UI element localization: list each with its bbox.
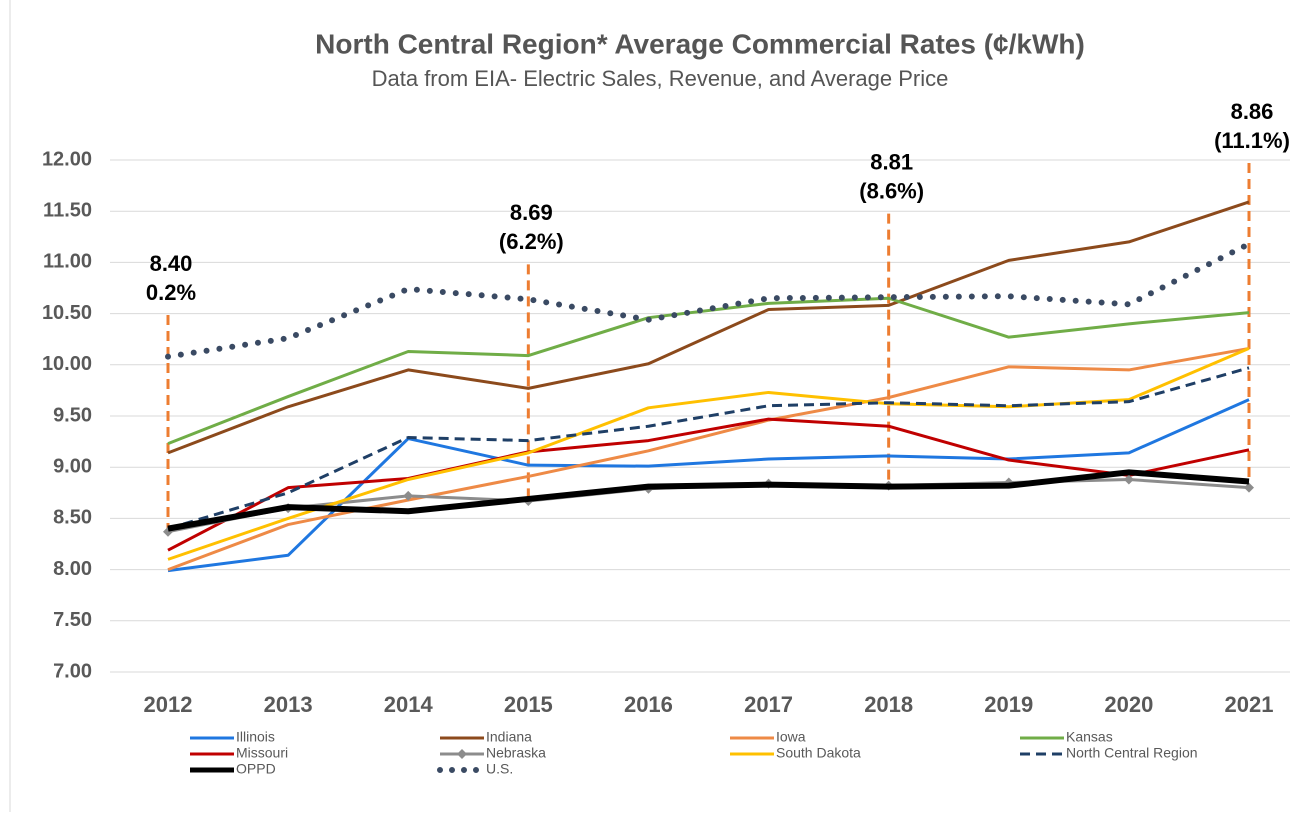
y-tick-label: 9.50 <box>53 404 92 426</box>
y-tick-label: 8.50 <box>53 507 92 529</box>
legend-label: OPPD <box>236 761 276 777</box>
legend-label: U.S. <box>486 761 513 777</box>
annotation-text: (11.1%) <box>1214 128 1290 153</box>
y-tick-label: 7.00 <box>53 660 92 682</box>
series-marker <box>403 490 414 501</box>
chart-title: North Central Region* Average Commercial… <box>315 28 1085 59</box>
legend-label: Kansas <box>1066 729 1113 745</box>
x-tick-label: 2014 <box>384 692 434 717</box>
series-line <box>167 346 1250 572</box>
y-tick-label: 9.00 <box>53 455 92 477</box>
annotation-text: (6.2%) <box>499 229 564 254</box>
x-tick-label: 2016 <box>624 692 673 717</box>
series-line <box>167 469 1250 532</box>
y-tick-label: 7.50 <box>53 609 92 631</box>
series-marker <box>1244 482 1254 493</box>
x-tick-label: 2012 <box>144 692 193 717</box>
legend-label: Nebraska <box>486 745 546 761</box>
y-tick-label: 11.00 <box>43 251 92 273</box>
y-tick-label: 11.50 <box>43 199 92 221</box>
x-tick-label: 2019 <box>984 692 1033 717</box>
x-tick-label: 2015 <box>504 692 553 717</box>
chart-subtitle: Data from EIA- Electric Sales, Revenue, … <box>372 66 949 91</box>
series-line <box>167 296 1250 446</box>
annotation-text: 0.2% <box>146 280 196 305</box>
y-tick-label: 10.00 <box>42 353 92 375</box>
series-line <box>167 417 1250 552</box>
x-tick-label: 2020 <box>1104 692 1153 717</box>
legend-marker <box>457 749 467 759</box>
legend-label: Indiana <box>486 729 532 745</box>
annotation-text: 8.86 <box>1231 99 1274 124</box>
legend-label: Missouri <box>236 745 288 761</box>
y-tick-label: 10.50 <box>42 302 92 324</box>
series-line <box>167 366 1250 531</box>
annotation-text: 8.40 <box>150 251 193 276</box>
y-tick-label: 8.00 <box>53 558 92 580</box>
legend-label: North Central Region <box>1066 745 1198 761</box>
series-line <box>167 200 1250 455</box>
annotation-text: 8.81 <box>870 149 913 174</box>
annotation-text: (8.6%) <box>859 178 924 203</box>
annotation-text: 8.69 <box>510 200 553 225</box>
x-tick-label: 2018 <box>864 692 913 717</box>
x-tick-label: 2017 <box>744 692 793 717</box>
series-marker <box>1123 474 1134 485</box>
y-tick-label: 12.00 <box>42 148 92 170</box>
legend-label: Iowa <box>776 729 806 745</box>
legend-label: South Dakota <box>776 745 861 761</box>
series-line <box>167 398 1250 573</box>
x-tick-label: 2021 <box>1225 692 1274 717</box>
x-tick-label: 2013 <box>264 692 313 717</box>
legend-label: Illinois <box>236 729 275 745</box>
